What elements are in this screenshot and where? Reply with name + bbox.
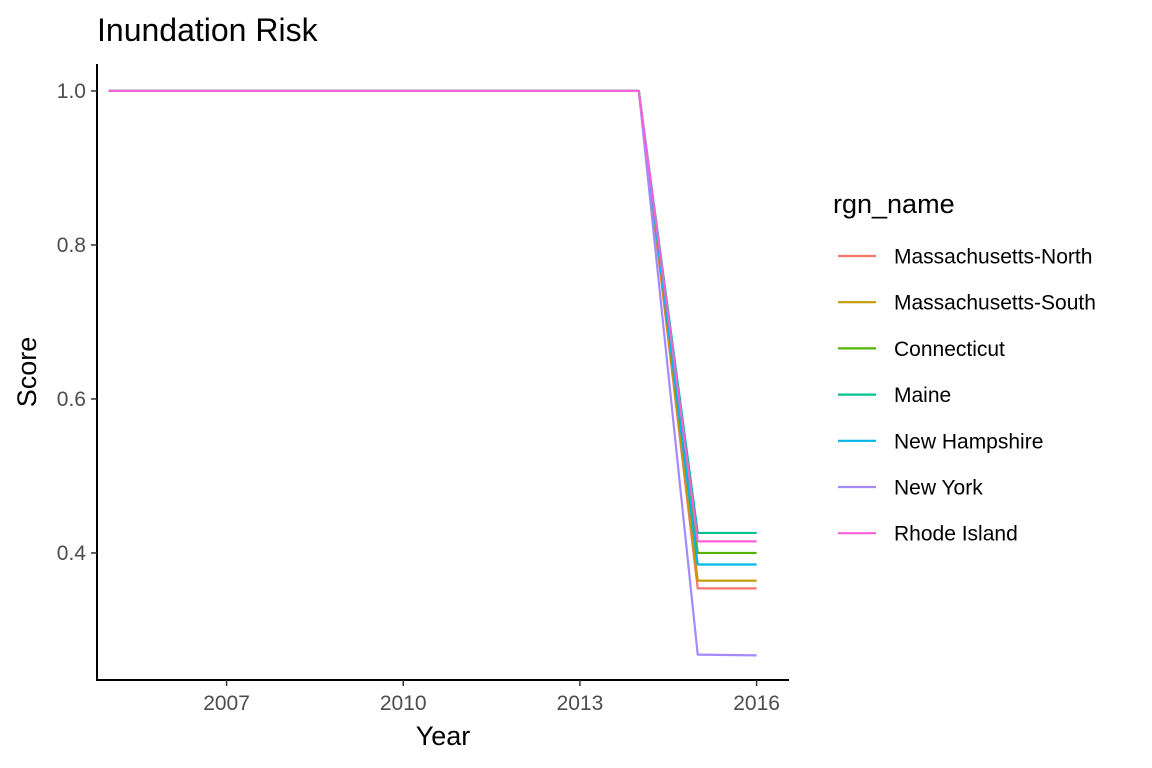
legend: rgn_name Massachusetts-NorthMassachusett… — [833, 189, 1096, 546]
series-line-massachusetts-north — [108, 89, 757, 590]
series-line-new-hampshire — [108, 89, 757, 566]
legend-label: Massachusetts-North — [894, 246, 1092, 269]
x-tick-label: 2013 — [557, 692, 604, 715]
y-tick-label: 1.0 — [57, 80, 86, 103]
chart-title: Inundation Risk — [97, 12, 319, 48]
plot-area — [108, 89, 757, 657]
x-tick-label: 2016 — [733, 692, 780, 715]
legend-label: Maine — [894, 384, 951, 407]
y-tick-label: 0.6 — [57, 388, 86, 411]
y-tick-label: 0.8 — [57, 234, 86, 257]
series-line-rhode-island — [108, 89, 757, 543]
x-tick-label: 2010 — [380, 692, 427, 715]
x-axis-ticks: 2007 2010 2013 2016 — [203, 680, 780, 715]
legend-label: Connecticut — [894, 338, 1005, 361]
legend-title: rgn_name — [833, 189, 955, 219]
legend-label: New York — [894, 477, 983, 500]
y-axis-title: Score — [12, 337, 42, 408]
series-line-connecticut — [108, 89, 757, 555]
legend-label: New Hampshire — [894, 430, 1043, 453]
series-line-maine — [108, 89, 757, 535]
y-axis-ticks: 0.4 0.6 0.8 1.0 — [57, 80, 97, 565]
legend-label: Rhode Island — [894, 523, 1018, 546]
x-tick-label: 2007 — [203, 692, 250, 715]
legend-items: Massachusetts-North Massachusetts-South Co… — [838, 246, 1096, 546]
y-tick-label: 0.4 — [57, 542, 87, 565]
legend-label: Massachusetts-South — [894, 292, 1096, 315]
x-axis-title: Year — [416, 721, 471, 751]
series-line-new-york — [108, 89, 757, 657]
series-line-massachusetts-south — [108, 89, 757, 582]
